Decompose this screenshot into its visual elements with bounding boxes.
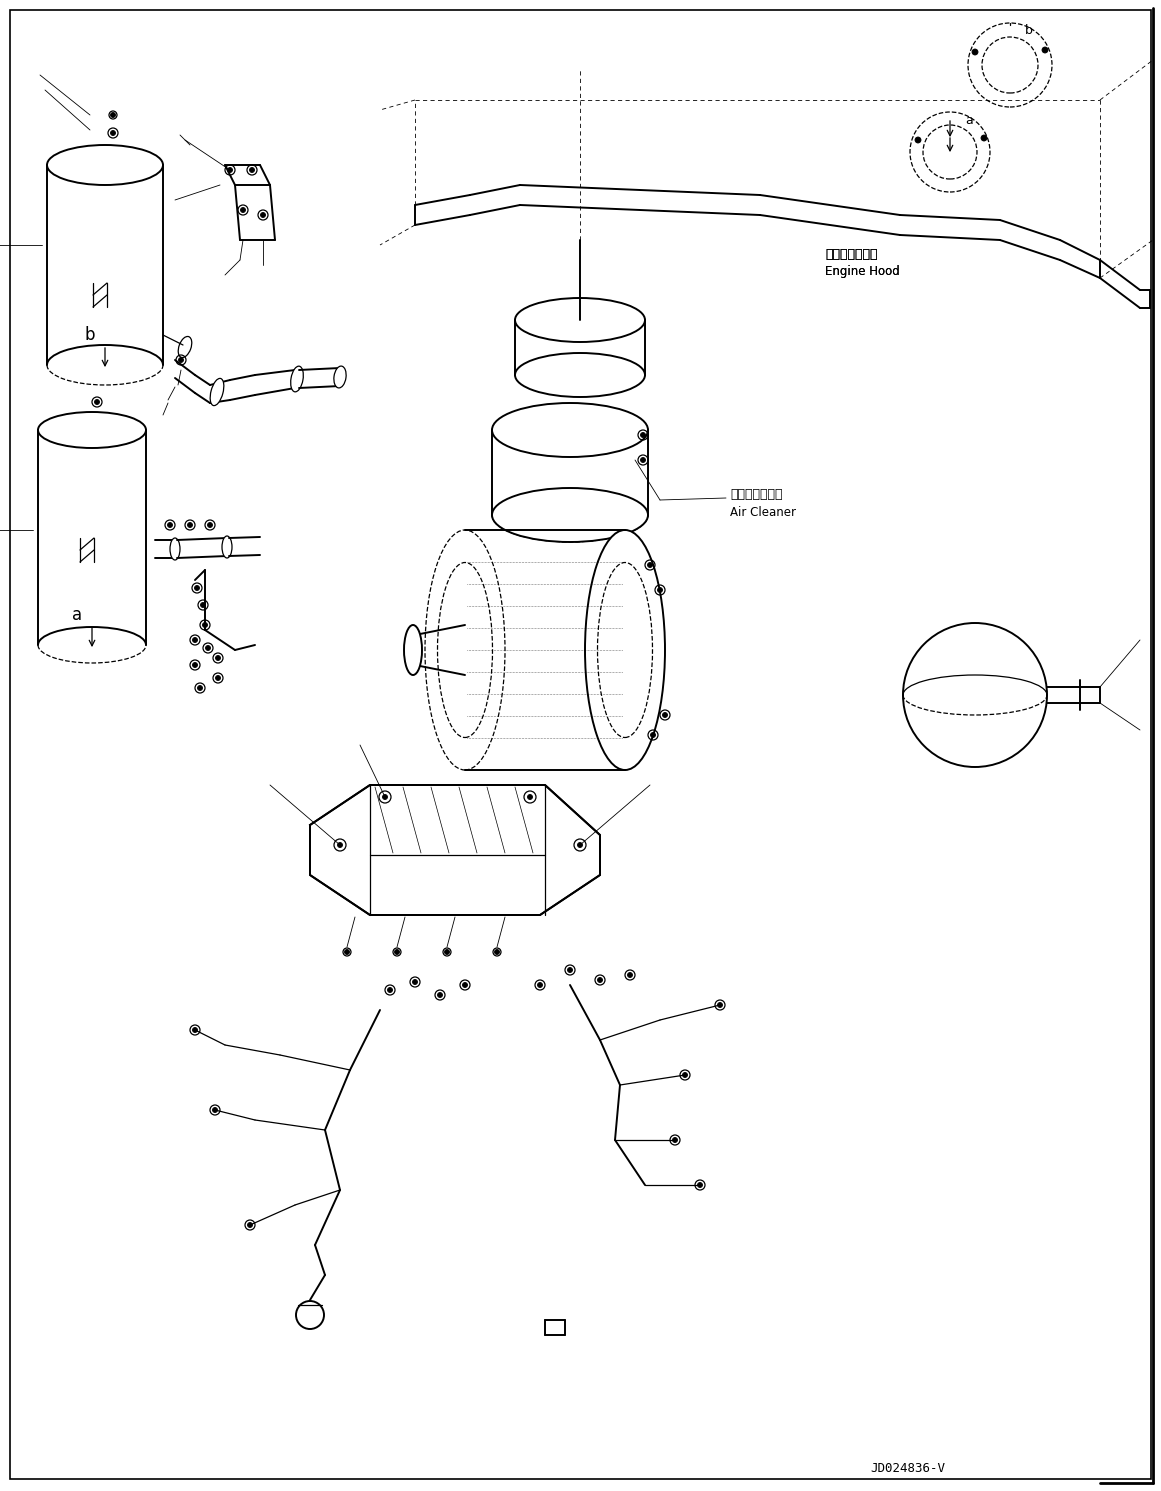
Text: a: a [72,605,82,625]
Ellipse shape [38,412,146,447]
Circle shape [388,987,392,993]
Circle shape [202,623,208,628]
Text: Engine Hood: Engine Hood [825,265,900,279]
Polygon shape [310,784,600,915]
Circle shape [179,358,183,362]
Circle shape [338,842,342,847]
Circle shape [110,131,115,136]
Ellipse shape [585,529,665,769]
Circle shape [201,602,205,607]
Circle shape [195,586,200,590]
Circle shape [568,968,572,972]
Circle shape [698,1182,702,1187]
Ellipse shape [222,535,232,558]
Text: Engine Hood: Engine Hood [825,265,900,279]
Ellipse shape [515,353,646,397]
Circle shape [216,675,221,680]
Text: エンジンフード: エンジンフード [825,249,878,261]
Circle shape [915,137,921,143]
Ellipse shape [492,488,648,543]
Circle shape [187,522,193,528]
Circle shape [641,432,646,437]
Ellipse shape [210,379,224,406]
Ellipse shape [46,145,163,185]
Circle shape [641,458,646,462]
Circle shape [250,167,254,173]
Circle shape [240,207,245,213]
Text: b: b [85,327,95,344]
Circle shape [216,656,221,661]
Circle shape [193,638,197,643]
Circle shape [657,587,663,592]
Ellipse shape [492,403,648,458]
Circle shape [538,983,542,987]
Circle shape [445,950,449,954]
Ellipse shape [334,367,346,388]
Ellipse shape [290,367,303,392]
Circle shape [395,950,399,954]
Ellipse shape [515,298,646,341]
Circle shape [981,136,987,142]
Ellipse shape [425,529,505,769]
Text: エアークリーナ: エアークリーナ [730,489,783,501]
Circle shape [228,167,232,173]
Circle shape [663,713,668,717]
Circle shape [110,112,115,118]
Circle shape [577,842,583,847]
Circle shape [205,646,210,650]
Circle shape [438,993,442,997]
Text: JD024836-V: JD024836-V [870,1461,945,1475]
Circle shape [972,49,978,55]
Text: a: a [965,113,973,127]
Circle shape [260,213,266,218]
Circle shape [672,1138,678,1142]
Ellipse shape [170,538,180,561]
Circle shape [193,662,197,668]
Text: b: b [1025,24,1033,36]
Circle shape [208,522,212,528]
Circle shape [247,1223,252,1227]
Circle shape [345,950,349,954]
Circle shape [648,562,652,568]
Circle shape [167,522,173,528]
Circle shape [197,686,202,690]
Circle shape [627,972,633,978]
Circle shape [495,950,499,954]
Circle shape [683,1072,687,1078]
Circle shape [193,1027,197,1032]
Circle shape [650,732,656,738]
Circle shape [212,1108,217,1112]
Circle shape [462,983,468,987]
Circle shape [527,795,533,799]
Circle shape [382,795,388,799]
Circle shape [1043,48,1048,54]
Circle shape [412,980,418,984]
Circle shape [598,978,603,983]
Text: Air Cleaner: Air Cleaner [730,507,796,519]
Text: エンジンフード: エンジンフード [825,249,878,261]
Circle shape [717,1002,722,1008]
Circle shape [94,400,100,404]
Ellipse shape [404,625,421,675]
